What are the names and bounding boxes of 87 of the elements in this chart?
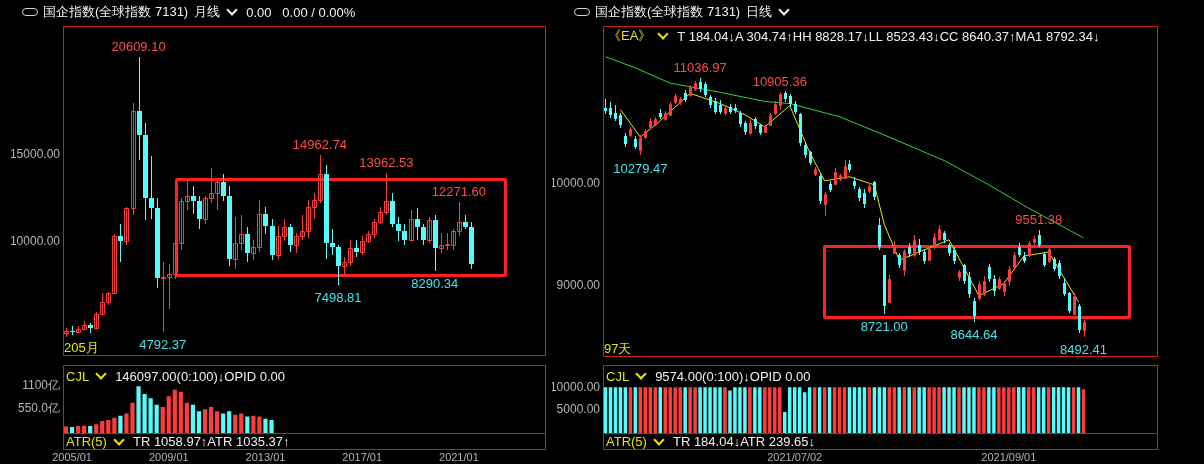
bar <box>221 413 226 433</box>
annotation: 97天 <box>604 340 632 356</box>
annotation: 10905.36 <box>752 73 807 89</box>
bar <box>233 414 238 433</box>
annotation: 4792.37 <box>139 336 187 352</box>
y-tick-label: 550.0亿 <box>17 401 60 416</box>
candlestick <box>913 235 916 257</box>
annotation: 8644.64 <box>950 326 998 342</box>
bar <box>202 409 208 433</box>
x-tick-label: 2021/01 <box>439 450 479 463</box>
bar <box>100 420 105 433</box>
y-tick-label: 9000.00 <box>556 277 601 292</box>
text: TR 1058.97↑ATR 1035.37↑ <box>132 434 290 449</box>
bar <box>912 387 916 433</box>
bar <box>748 387 752 433</box>
bar <box>184 402 190 433</box>
text: TR 184.04↓ATR 239.65↓ <box>672 434 816 449</box>
annotation: 《EA》 <box>608 27 652 45</box>
candlestick <box>983 276 986 296</box>
chart-subtitle: 月线 <box>194 3 221 21</box>
y-tick-label: 1100亿 <box>22 377 60 392</box>
x-tick-label: 2013/01 <box>245 450 286 463</box>
chart-title: CJL <box>606 368 630 384</box>
bar <box>208 407 214 433</box>
y-tick-label: 10000.00 <box>9 233 61 248</box>
annotation: 205月 <box>64 339 99 355</box>
chart-subtitle: 146097.00(0:100)↓OPID 0.00 <box>115 368 285 384</box>
bar <box>196 411 202 433</box>
candlestick <box>1008 266 1011 286</box>
x-tick-label: 2005/01 <box>52 450 92 463</box>
bar <box>723 387 727 433</box>
annotation: 12271.60 <box>431 183 487 199</box>
annotation: 7498.81 <box>314 289 362 305</box>
bar <box>190 404 196 433</box>
bar <box>154 404 159 433</box>
bar <box>907 387 911 433</box>
bar <box>88 426 93 433</box>
annotation: 20609.10 <box>111 39 166 55</box>
bar <box>245 416 250 433</box>
bar <box>76 426 81 433</box>
bar <box>957 387 961 433</box>
text: 0.00 0.00 / 0.00% <box>246 4 356 20</box>
x-tick-label: 2021/09/01 <box>981 450 1037 463</box>
chart-title: CJL <box>66 368 90 384</box>
candlestick <box>903 249 906 276</box>
chart-title: 国企指数(全球指数 7131) <box>595 3 741 21</box>
candlestick <box>124 207 129 245</box>
bar <box>166 396 171 433</box>
bar <box>106 420 111 433</box>
y-tick-label: 15000.00 <box>9 146 61 161</box>
bar <box>178 391 183 433</box>
bar <box>227 411 232 433</box>
bar <box>215 411 220 433</box>
annotation: 13962.53 <box>359 154 414 170</box>
chart-subtitle: 日线 <box>746 3 773 21</box>
candlestick <box>427 217 432 243</box>
annotation: 14962.74 <box>292 137 347 153</box>
text: ATR(5) <box>66 434 107 449</box>
bar <box>172 389 177 433</box>
bar <box>148 398 153 433</box>
annotation: 8492.41 <box>1060 342 1108 358</box>
bar <box>683 387 687 433</box>
annotation: T 184.04↓A 304.74↑HH 8828.17↓LL 8523.43↓CC 8640.37↑MA1 8792.34↓ <box>677 28 1100 44</box>
bar <box>82 425 87 433</box>
x-tick-label: 2017/01 <box>342 450 383 463</box>
bar <box>239 413 244 433</box>
chart-subtitle: 9574.00(0:100)↓OPID 0.00 <box>655 368 811 384</box>
candlestick <box>409 210 414 241</box>
x-tick-label: 2009/01 <box>148 450 189 463</box>
annotation: 10279.47 <box>613 160 668 176</box>
chart-title: 国企指数(全球指数 7131) <box>43 3 189 21</box>
candlestick <box>888 275 891 303</box>
bar <box>118 415 123 433</box>
bar <box>94 424 99 433</box>
candlestick <box>131 103 136 215</box>
candlestick <box>639 135 642 155</box>
y-tick-label: 5000.00 <box>556 402 601 417</box>
bar <box>112 417 117 433</box>
candlestick <box>824 192 827 216</box>
annotation: 8290.34 <box>411 276 459 292</box>
bar <box>69 426 75 433</box>
candlestick <box>1073 293 1076 315</box>
x-tick-label: 2021/07/02 <box>767 450 823 463</box>
annotation: 11036.97 <box>673 60 727 76</box>
annotation: 8721.00 <box>860 319 908 335</box>
bar <box>160 407 165 433</box>
text: ATR(5) <box>606 434 647 449</box>
